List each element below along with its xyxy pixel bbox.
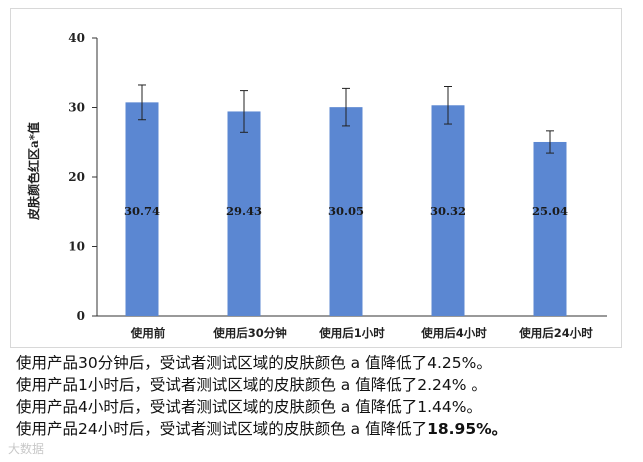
caption-line-4: 使用产品24小时后，受试者测试区域的皮肤颜色 a 值降低了18.95%。 — [16, 420, 508, 438]
y-tick-label: 20 — [68, 170, 85, 184]
caption-line-3: 使用产品4小时后，受试者测试区域的皮肤颜色 a 值降低了1.44%。 — [16, 398, 482, 416]
bar — [533, 141, 567, 316]
bar — [125, 102, 159, 317]
bar-chart: 0 10 20 30 40 皮肤颜色红区a*值 30.74 使用前 29.43 使用后30分钟 30… — [26, 31, 607, 340]
data-label: 30.74 — [124, 204, 160, 218]
caption-line-2: 使用产品1小时后，受试者测试区域的皮肤颜色 a 值降低了2.24% 。 — [16, 376, 487, 394]
data-label: 29.43 — [226, 204, 262, 218]
y-tick-label: 40 — [68, 31, 85, 45]
bar — [329, 107, 363, 316]
bar — [227, 111, 261, 316]
y-tick-label: 30 — [68, 101, 85, 115]
caption-line-1: 使用产品30分钟后，受试者测试区域的皮肤颜色 a 值降低了4.25%。 — [16, 354, 492, 372]
x-tick-label: 使用后1小时 — [318, 326, 385, 340]
y-tick-label: 10 — [68, 240, 85, 254]
x-tick-label: 使用后4小时 — [420, 326, 487, 340]
watermark: 大数据 — [8, 442, 45, 456]
x-tick-label: 使用后30分钟 — [212, 326, 287, 340]
bar — [431, 105, 465, 316]
x-tick-label: 使用前 — [130, 326, 166, 340]
x-tick-label: 使用后24小时 — [518, 326, 593, 340]
chart-frame: 0 10 20 30 40 皮肤颜色红区a*值 30.74 使用前 29.43 使用后30分钟 30… — [10, 8, 622, 348]
data-label: 30.32 — [430, 204, 466, 218]
y-axis-label: 皮肤颜色红区a*值 — [26, 122, 41, 221]
caption: 使用产品30分钟后，受试者测试区域的皮肤颜色 a 值降低了4.25%。 使用产品… — [16, 352, 636, 440]
data-label: 30.05 — [328, 204, 364, 218]
y-tick-label: 0 — [77, 309, 85, 323]
data-label: 25.04 — [532, 204, 568, 218]
